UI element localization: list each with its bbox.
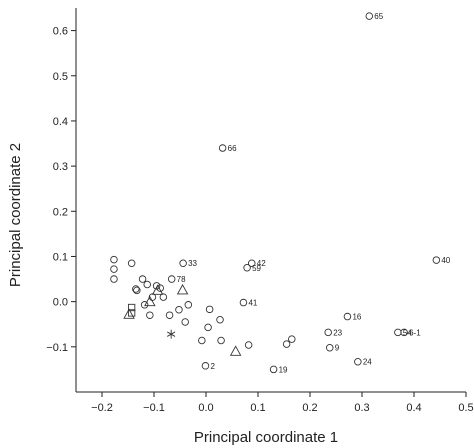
square-point [127, 303, 136, 312]
axes: −0.2 −0.1 0.0 0.1 0.2 0.3 0.4 0.5 −0.1 0.0 0.1 0.2… [46, 8, 474, 414]
circle-point [132, 285, 140, 293]
circle-point [110, 275, 118, 283]
circle-point [354, 357, 362, 366]
point-label: 78 [177, 275, 186, 284]
circle-point [184, 301, 193, 309]
circle-point [110, 265, 118, 273]
triangle-point [123, 308, 135, 319]
y-tick-label: 0.3 [53, 161, 68, 173]
circle-point [165, 311, 174, 319]
circle-point [343, 312, 352, 321]
circle-point [326, 343, 334, 352]
x-axis-ticks: −0.2 −0.1 0.0 0.1 0.2 0.3 0.4 0.5 [91, 392, 474, 414]
circle-point [432, 256, 441, 264]
point-label: 24 [363, 358, 372, 367]
circle-point [239, 298, 248, 307]
circle-point [205, 305, 214, 314]
circle-point [243, 264, 251, 272]
circle-point [269, 365, 278, 374]
circle-point [156, 284, 164, 292]
circle-point [138, 275, 147, 283]
y-tick-label: 0.5 [53, 71, 68, 83]
circle-point [140, 301, 149, 309]
x-axis-title: Principal coordinate 1 [194, 429, 338, 446]
x-tick-label: 0.2 [302, 402, 317, 414]
x-tick-label: −0.1 [143, 402, 165, 414]
circle-point [146, 311, 154, 319]
triangle-point [176, 283, 189, 295]
triangle-point [144, 295, 156, 307]
circle-point [248, 259, 256, 267]
circle-point [110, 255, 118, 264]
circle-point [167, 275, 176, 283]
y-tick-label: 0.0 [53, 297, 68, 309]
circle-point [282, 340, 291, 348]
circle-point [394, 328, 402, 337]
x-tick-label: 0.5 [458, 402, 473, 414]
scatter-points [110, 12, 441, 374]
point-label: 19 [279, 365, 288, 374]
circle-point [179, 259, 187, 267]
x-tick-label: 0.4 [406, 402, 421, 414]
y-axis-title: Principal coordinate 2 [7, 143, 24, 287]
y-tick-label: 0.1 [53, 251, 68, 263]
circle-point [201, 362, 210, 370]
point-label: 9 [335, 344, 340, 353]
circle-point [400, 328, 408, 337]
circle-point [217, 336, 225, 345]
asterisk-stroke [167, 331, 176, 337]
circle-point [324, 328, 332, 337]
circle-point [365, 12, 374, 20]
point-label: 40 [441, 256, 450, 265]
point-label: 54 [403, 328, 412, 337]
point-label: 2 [210, 362, 215, 371]
triangle-point [229, 345, 242, 356]
point-label: 23 [333, 328, 342, 337]
circle-point [159, 293, 168, 301]
circle-point [218, 144, 227, 152]
point-label: 65 [374, 12, 383, 21]
circle-point [127, 259, 136, 267]
circle-point [204, 323, 212, 332]
square-point [127, 309, 136, 317]
y-tick-label: −0.1 [46, 342, 68, 354]
circle-point [216, 315, 224, 324]
circle-point [181, 318, 189, 326]
triangle-point [151, 284, 164, 295]
asterisk-point [167, 329, 176, 339]
y-axis-ticks: −0.1 0.0 0.1 0.2 0.3 0.4 0.5 0.6 [46, 26, 76, 354]
circle-point [152, 282, 161, 290]
circle-point [133, 286, 141, 295]
point-label: 33 [188, 259, 197, 268]
circle-point [244, 341, 253, 349]
x-tick-label: −0.2 [91, 402, 113, 414]
point-label: 66 [228, 144, 237, 153]
x-tick-label: 0.3 [354, 402, 369, 414]
point-label: 6-1 [409, 328, 421, 337]
y-tick-label: 0.2 [53, 206, 68, 218]
point-label: 16 [352, 313, 361, 322]
circle-point [198, 336, 206, 345]
x-tick-label: 0.1 [250, 402, 265, 414]
circle-point [288, 335, 296, 343]
circle-point [175, 306, 183, 314]
x-tick-label: 0.0 [198, 402, 213, 414]
point-label: 42 [257, 259, 266, 268]
circle-point [143, 280, 151, 289]
y-tick-label: 0.4 [53, 116, 68, 128]
point-label: 59 [252, 264, 261, 273]
point-label: 41 [248, 299, 257, 308]
y-tick-label: 0.6 [53, 26, 68, 38]
